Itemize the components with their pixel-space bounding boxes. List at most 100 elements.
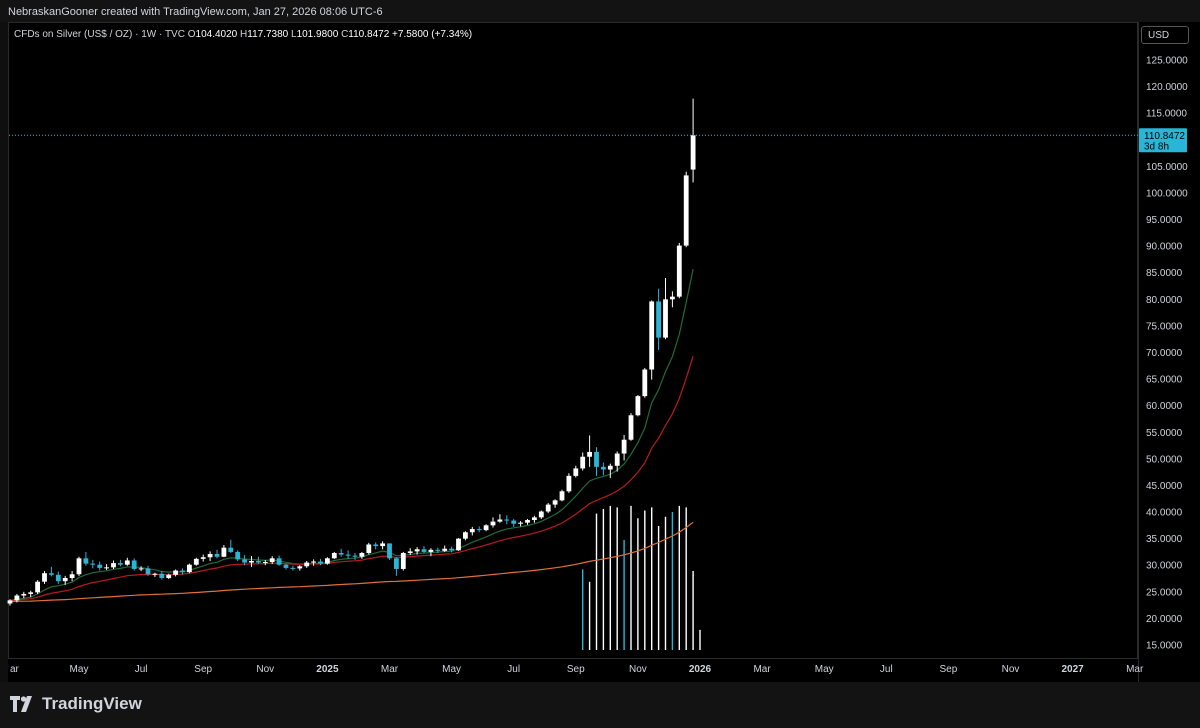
price-tick-label: 30.0000 [1146, 561, 1183, 572]
candle-body [518, 522, 523, 524]
candle [338, 548, 344, 557]
candle [373, 542, 379, 550]
candle [518, 521, 523, 527]
candle [525, 518, 530, 525]
volume-layer [582, 505, 701, 650]
moving-averages-layer [9, 268, 694, 602]
candle [352, 552, 358, 560]
price-tick-label: 65.0000 [1146, 375, 1183, 386]
candle [173, 569, 178, 577]
candle-body [28, 592, 34, 594]
candle [607, 463, 613, 479]
candle-body [532, 517, 537, 521]
candle [476, 526, 482, 533]
candle-body [428, 549, 434, 552]
candle [331, 551, 337, 559]
candle [249, 556, 254, 567]
candle-body [407, 551, 413, 553]
candle-body [325, 558, 330, 564]
candle-body [83, 558, 89, 564]
candle-body [69, 574, 75, 578]
time-tick-label: Sep [567, 664, 585, 675]
candle [97, 561, 103, 571]
time-tick-label: May [442, 664, 461, 675]
candle [635, 395, 641, 417]
candle [138, 566, 144, 572]
candle-body [635, 396, 641, 416]
candle [228, 539, 234, 553]
candle-body [276, 558, 282, 565]
candle-body [49, 573, 54, 575]
time-tick-label: Sep [194, 664, 212, 675]
candle-body [131, 560, 137, 569]
candle-body [683, 175, 689, 246]
price-tick-label: 95.0000 [1146, 215, 1183, 226]
candle [111, 560, 116, 569]
time-tick-label: Jul [135, 664, 148, 675]
time-tick-label: Nov [256, 664, 274, 675]
candle [262, 559, 268, 566]
candle-body [35, 581, 40, 593]
candle [676, 242, 682, 299]
legend-symbol: CFDs on Silver (US$ / OZ) · 1W · TVC [14, 29, 185, 40]
candle [656, 288, 661, 350]
candle [663, 278, 668, 340]
candle-body [42, 573, 47, 582]
candle-body [187, 564, 192, 573]
chart-pane[interactable] [8, 22, 1138, 662]
candle-body [118, 563, 123, 565]
candle [628, 413, 634, 441]
candle-body [435, 549, 441, 551]
time-tick-label: 2025 [316, 664, 339, 675]
candle-body [152, 573, 158, 575]
candle [345, 550, 351, 559]
candle-body [366, 544, 372, 553]
candle [566, 473, 572, 493]
candle-body [552, 500, 558, 505]
candle-body [656, 301, 661, 338]
candle [394, 557, 399, 576]
candle-body [628, 415, 634, 440]
candle [221, 545, 227, 558]
candle [159, 571, 165, 580]
candle-body [97, 564, 103, 568]
candle-body [690, 135, 696, 170]
tradingview-logo[interactable]: TradingView [10, 694, 142, 714]
candle-body [76, 558, 82, 575]
attribution-text: NebraskanGooner created with TradingView… [8, 6, 383, 18]
candle-body [394, 558, 399, 569]
price-tick-label: 50.0000 [1146, 454, 1183, 465]
candle [511, 518, 517, 527]
candle [283, 563, 289, 570]
candle [235, 550, 241, 561]
candle [407, 548, 413, 556]
ema-mid-line [9, 356, 694, 601]
candle-body [621, 439, 627, 454]
candle-body [228, 547, 234, 552]
candle-body [318, 561, 323, 564]
candle [76, 556, 82, 576]
candle [594, 447, 599, 476]
candle-body [414, 549, 420, 552]
candle [166, 573, 172, 580]
candle-body [345, 554, 351, 556]
candle-body [173, 570, 178, 575]
sma-long-line [9, 521, 694, 602]
candle-body [14, 595, 20, 601]
candle-body [449, 548, 454, 551]
price-tick-label: 70.0000 [1146, 348, 1183, 359]
candle [214, 549, 220, 559]
candle-body [580, 456, 586, 469]
price-tick-label: 35.0000 [1146, 534, 1183, 545]
time-scale[interactable] [8, 658, 1138, 682]
candle-body [649, 301, 655, 370]
candle-body [476, 529, 482, 531]
price-tick-label: 85.0000 [1146, 268, 1183, 279]
currency-button[interactable]: USD [1141, 26, 1189, 44]
candle-body [504, 519, 510, 521]
candle-body [338, 552, 344, 555]
candle-body [90, 563, 96, 565]
series-legend: CFDs on Silver (US$ / OZ) · 1W · TVC O10… [14, 29, 472, 40]
candle-body [311, 561, 316, 563]
time-tick-label: Jul [507, 664, 520, 675]
